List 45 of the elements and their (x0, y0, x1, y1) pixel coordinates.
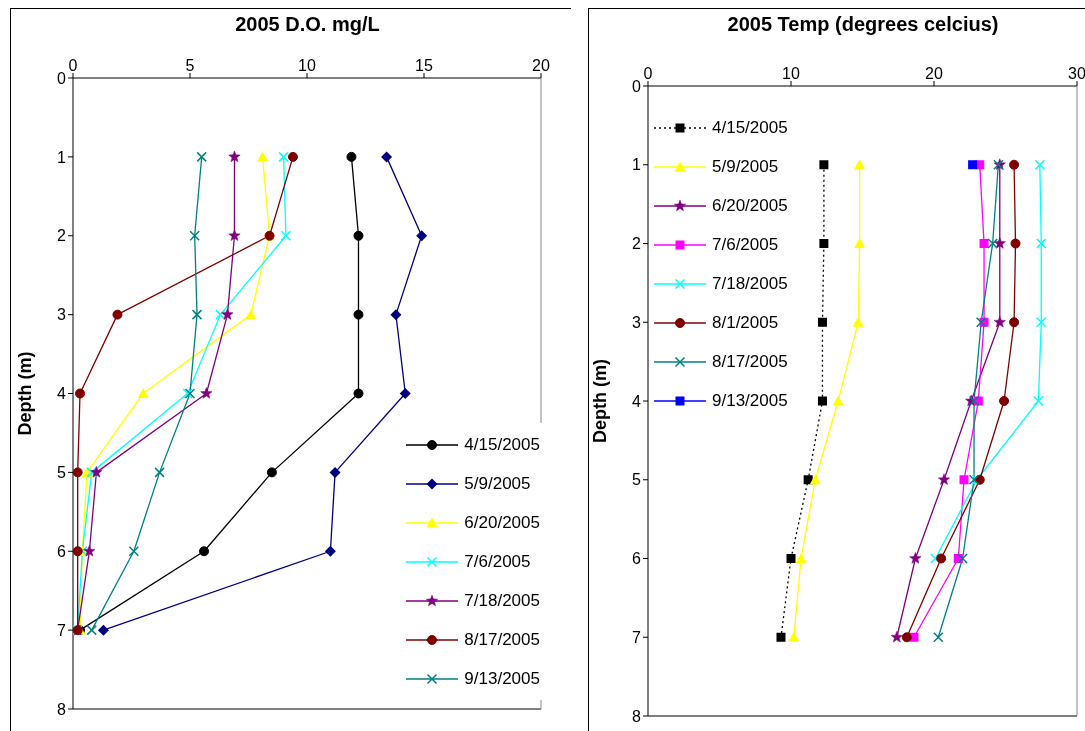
x-tick-label: 0 (643, 65, 653, 82)
y-axis-title: Depth (m) (590, 359, 611, 443)
y-tick-label: 3 (57, 306, 67, 324)
x-tick-label: 15 (415, 57, 433, 74)
legend-label: 4/15/2005 (464, 434, 540, 455)
x-tick-label: 30 (1068, 65, 1085, 82)
legend-label: 5/9/2005 (712, 156, 779, 177)
x-tick-label: 10 (298, 57, 316, 74)
y-tick-label: 7 (632, 628, 642, 646)
y-tick-label: 0 (632, 77, 642, 95)
y-tick-label: 6 (57, 542, 67, 560)
x-tick-label: 20 (532, 57, 550, 74)
legend-label: 9/13/2005 (464, 668, 540, 689)
y-tick-label: 2 (632, 235, 642, 253)
y-axis-title: Depth (m) (15, 351, 36, 436)
chart-title: 2005 D.O. mg/L (234, 13, 381, 36)
y-tick-label: 1 (632, 156, 642, 174)
y-tick-label: 8 (632, 707, 642, 725)
chart-title: 2005 Temp (degrees celcius) (726, 13, 1000, 36)
y-tick-label: 7 (57, 621, 67, 639)
x-tick-label: 0 (68, 57, 78, 74)
y-tick-label: 8 (57, 700, 67, 718)
legend-label: 9/13/2005 (712, 390, 788, 411)
legend-label: 7/18/2005 (464, 590, 540, 611)
legend-label: 4/15/2005 (712, 117, 788, 138)
y-tick-label: 5 (57, 464, 67, 482)
y-tick-label: 4 (632, 392, 642, 410)
y-tick-label: 4 (57, 385, 67, 403)
x-tick-label: 5 (185, 57, 195, 74)
x-tick-label: 10 (782, 65, 800, 82)
legend-label: 8/1/2005 (712, 312, 779, 333)
legend-label: 7/18/2005 (712, 273, 788, 294)
y-tick-label: 5 (632, 471, 642, 489)
legend-label: 6/20/2005 (712, 195, 788, 216)
legend-label: 7/6/2005 (464, 551, 531, 572)
x-tick-label: 20 (925, 65, 943, 82)
legend-label: 5/9/2005 (464, 473, 531, 494)
legend-label: 7/6/2005 (712, 234, 779, 255)
y-tick-label: 6 (632, 550, 642, 568)
y-tick-label: 2 (57, 227, 67, 245)
legend-label: 8/17/2005 (464, 629, 540, 650)
y-tick-label: 3 (632, 313, 642, 331)
y-tick-label: 1 (57, 148, 67, 166)
legend-label: 6/20/2005 (464, 512, 540, 533)
legend-label: 8/17/2005 (712, 351, 788, 372)
